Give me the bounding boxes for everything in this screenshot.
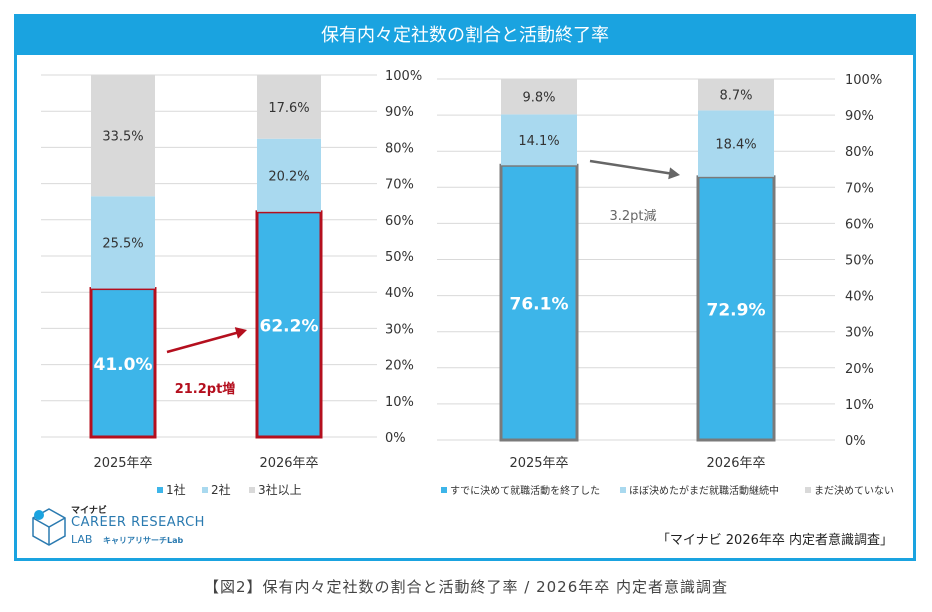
annotation-arrowhead: [668, 167, 680, 180]
title-bar: 保有内々定社数の割合と活動終了率: [17, 17, 913, 55]
legend-label: すでに決めて就職活動を終了した: [450, 484, 600, 497]
bar-segment: [698, 176, 774, 440]
y-tick-label: 90%: [845, 109, 874, 124]
category-label: 2025年卒: [93, 456, 152, 471]
annotation-arrow: [589, 159, 673, 176]
logo-cube-icon: [32, 508, 66, 546]
data-label: 14.1%: [518, 134, 559, 149]
figure-caption: 【図2】保有内々定社数の割合と活動終了率 / 2026年卒 内定者意識調査: [203, 578, 729, 596]
bar-segment: [257, 75, 321, 139]
annotation-label: 21.2pt増: [175, 381, 236, 397]
data-label: 9.8%: [522, 91, 555, 106]
y-tick-label: 40%: [385, 286, 414, 301]
y-tick-label: 0%: [845, 434, 866, 449]
y-tick-label: 20%: [385, 359, 414, 374]
y-tick-label: 60%: [385, 214, 414, 229]
data-label: 20.2%: [268, 169, 309, 184]
legend-label: 2社: [211, 482, 231, 497]
logo-brand-main: CAREER RESEARCH: [71, 515, 205, 530]
y-tick-label: 80%: [845, 145, 874, 160]
annotation-arrow: [166, 330, 240, 354]
y-tick-label: 100%: [845, 73, 882, 88]
data-label: 17.6%: [268, 101, 309, 116]
career-research-lab-logo: マイナビ CAREER RESEARCH LAB キャリアリサーチLab: [31, 503, 231, 553]
bar-segment: [698, 79, 774, 111]
logo-brand-sub: LAB: [71, 533, 93, 546]
category-label: 2025年卒: [509, 456, 568, 471]
y-tick-label: 50%: [385, 250, 414, 265]
legend-label: 1社: [166, 482, 186, 497]
bar-segment: [698, 110, 774, 177]
legend-label: ほぼ決めたがまだ就職活動継続中: [629, 484, 779, 497]
bar-segment: [91, 288, 155, 437]
y-tick-label: 90%: [385, 105, 414, 120]
highlight-outline: [89, 287, 157, 439]
bar-segment: [91, 75, 155, 197]
legend-swatch: [249, 487, 255, 493]
data-label: 25.5%: [102, 236, 143, 251]
bar-segment: [501, 114, 577, 166]
y-tick-label: 0%: [385, 431, 406, 446]
data-label: 62.2%: [260, 316, 319, 336]
y-tick-label: 10%: [845, 398, 874, 413]
category-label: 2026年卒: [706, 456, 765, 471]
bar-segment: [257, 138, 321, 212]
data-label: 41.0%: [94, 355, 153, 375]
annotation-label: 3.2pt減: [609, 208, 656, 224]
data-label: 76.1%: [510, 295, 569, 315]
bar-segment: [91, 196, 155, 289]
bar-segment: [501, 165, 577, 440]
data-label: 72.9%: [707, 300, 766, 320]
charts-canvas: 0% 10% 20% 30% 40% 50% 60% 70% 80% 90% 100% 41.0% 25…: [41, 69, 894, 497]
legend-label: まだ決めていない: [814, 485, 894, 497]
legend-swatch: [805, 487, 811, 493]
y-tick-label: 100%: [385, 69, 422, 84]
legend-swatch: [157, 487, 163, 493]
y-tick-label: 30%: [845, 326, 874, 341]
chart-title: 保有内々定社数の割合と活動終了率: [321, 25, 609, 46]
chart-frame: 保有内々定社数の割合と活動終了率 0% 10% 20% 30% 40% 50% 60% 70%…: [14, 14, 916, 561]
bar-segment: [257, 211, 321, 437]
logo-brand-sub-jp: キャリアリサーチLab: [103, 536, 184, 545]
y-tick-label: 20%: [845, 362, 874, 377]
y-tick-label: 30%: [385, 322, 414, 337]
y-tick-label: 50%: [845, 254, 874, 269]
annotation-arrowhead: [234, 327, 247, 339]
y-tick-label: 60%: [845, 217, 874, 232]
data-label: 33.5%: [102, 130, 143, 145]
legend-swatch: [441, 487, 447, 493]
data-label: 18.4%: [715, 138, 756, 153]
bar-segment: [501, 79, 577, 115]
data-label: 8.7%: [719, 89, 752, 104]
y-tick-label: 70%: [385, 178, 414, 193]
y-tick-label: 70%: [845, 181, 874, 196]
y-tick-label: 80%: [385, 141, 414, 156]
category-label: 2026年卒: [259, 456, 318, 471]
y-tick-label: 10%: [385, 395, 414, 410]
legend-swatch: [620, 487, 626, 493]
legend-swatch: [202, 487, 208, 493]
legend-label: 3社以上: [258, 482, 302, 497]
y-tick-label: 40%: [845, 290, 874, 305]
source-label: 「マイナビ 2026年卒 内定者意識調査」: [656, 533, 893, 548]
logo-brand-small: マイナビ: [71, 506, 107, 516]
